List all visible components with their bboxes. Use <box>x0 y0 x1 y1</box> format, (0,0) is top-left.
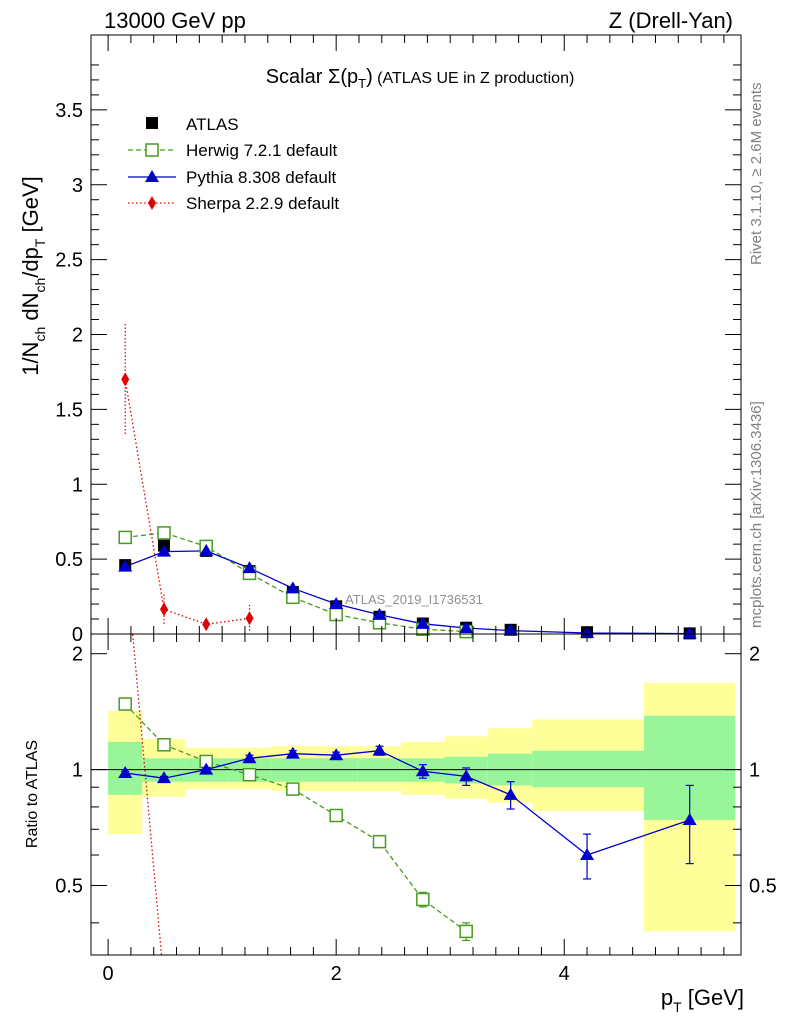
legend-marker-atlas <box>146 117 158 129</box>
main-point-pythia <box>682 626 697 639</box>
main-point-sherpa <box>121 372 130 387</box>
main-point-sherpa <box>245 611 254 626</box>
rivet-label: Rivet 3.1.10, ≥ 2.6M events <box>748 83 765 266</box>
ratio-ylabel: Ratio to ATLAS <box>24 740 41 848</box>
legend-label-atlas: ATLAS <box>186 115 239 134</box>
ratio-point-pythia <box>242 751 257 764</box>
main-ylabel: 1/Nch dNch/dpT [GeV] <box>18 176 48 376</box>
ratio-plot-area <box>118 634 697 955</box>
ratio-point-pythia <box>682 812 697 825</box>
ratio-point-pythia <box>580 848 595 861</box>
main-point-sherpa <box>202 617 211 632</box>
main-point-sherpa <box>159 602 168 617</box>
ratio-point-pythia <box>503 787 518 800</box>
ratio-ytick-label-right: 0.5 <box>749 876 777 898</box>
main-panel: ATLAS_2019_I1736531 0 0.5 1 1.5 2 2.5 3 3.5 Sca… <box>18 34 742 646</box>
header-right: Z (Drell-Yan) <box>609 8 733 33</box>
mcplots-label: mcplots.cern.ch [arXiv:1306.3436] <box>748 401 765 628</box>
ratio-point-herwig <box>416 892 430 907</box>
ratio-ytick-label: 2 <box>72 644 83 666</box>
main-point-herwig <box>118 530 132 545</box>
main-point-pythia <box>415 616 430 629</box>
ratio-point-herwig <box>329 808 343 823</box>
ratio-point-pythia <box>118 765 133 778</box>
ratio-xtick-label: 2 <box>331 963 342 985</box>
main-ytick-label: 0.5 <box>55 549 83 571</box>
ratio-band-inner <box>532 750 645 788</box>
ratio-point-herwig <box>242 767 257 782</box>
main-line-sherpa <box>124 379 250 625</box>
main-point-pythia <box>242 561 257 574</box>
legend-marker-pythia <box>145 170 159 182</box>
main-ytick-label: 1.5 <box>55 399 83 421</box>
ratio-point-herwig <box>372 834 387 849</box>
ratio-point-herwig <box>286 782 300 796</box>
main-point-pythia <box>118 559 133 572</box>
ratio-point-pythia <box>285 746 300 759</box>
legend-entry-sherpa: Sherpa 2.2.9 default <box>128 194 339 213</box>
main-ytick-label: 3.5 <box>55 100 83 122</box>
ratio-point-herwig <box>157 738 171 752</box>
ratio-ytick-label: 0.5 <box>55 876 83 898</box>
ratio-point-pythia <box>156 771 171 784</box>
main-point-pythia <box>503 623 518 636</box>
main-ytick-label: 2.5 <box>55 250 83 272</box>
main-point-pythia <box>199 543 214 556</box>
legend-marker-herwig <box>145 143 159 157</box>
ratio-panel: 0.5 0.5 1 1 2 2 0 2 4 Ratio to ATLAS pT [GeV] <box>24 633 777 1015</box>
main-ytick-label: 3 <box>72 175 83 197</box>
ratio-xtick-label: 0 <box>103 963 114 985</box>
legend-entry-pythia: Pythia 8.308 default <box>128 168 337 187</box>
ratio-xtick-label: 4 <box>559 963 570 985</box>
legend-marker-sherpa <box>148 196 156 210</box>
ratio-ytick-label-right: 1 <box>749 760 760 782</box>
ratio-point-pythia <box>199 762 214 775</box>
header-left: 13000 GeV pp <box>104 8 246 33</box>
ratio-point-herwig <box>118 697 132 711</box>
main-point-pythia <box>329 597 344 610</box>
chart-title: Scalar Σ(pT) (ATLAS UE in Z production) <box>266 66 575 91</box>
watermark: ATLAS_2019_I1736531 <box>345 592 483 607</box>
main-point-herwig <box>157 526 171 540</box>
legend-entry-atlas: ATLAS <box>146 115 239 134</box>
ratio-point-pythia <box>372 743 387 756</box>
legend-entry-herwig: Herwig 7.2.1 default <box>128 141 337 160</box>
ratio-point-pythia <box>329 748 344 761</box>
legend-label-herwig: Herwig 7.2.1 default <box>186 141 337 160</box>
ratio-line-herwig <box>124 703 467 932</box>
ratio-frame <box>90 633 742 956</box>
ratio-point-pythia <box>415 764 430 777</box>
main-ytick-label: 2 <box>72 325 83 347</box>
legend-label-pythia: Pythia 8.308 default <box>186 168 337 187</box>
main-ytick-label: 1 <box>72 474 83 496</box>
legend-label-sherpa: Sherpa 2.2.9 default <box>186 194 339 213</box>
ratio-line-sherpa <box>132 634 163 955</box>
ratio-line-pythia <box>125 750 690 856</box>
main-point-pythia <box>285 581 300 594</box>
ratio-point-pythia <box>459 769 474 782</box>
main-ytick-label: 0 <box>72 624 83 646</box>
legend: ATLAS Herwig 7.2.1 default Pythia 8.308 … <box>128 115 339 213</box>
main-point-pythia <box>459 621 474 634</box>
main-point-pythia <box>372 607 387 620</box>
ratio-ytick-label-right: 2 <box>749 644 760 666</box>
ratio-ytick-label: 1 <box>72 760 83 782</box>
main-line-herwig <box>125 532 467 633</box>
ratio-point-herwig <box>459 924 473 939</box>
ratio-xlabel: pT [GeV] <box>661 985 744 1015</box>
main-line-pythia <box>124 550 690 635</box>
main-point-pythia <box>156 544 171 557</box>
